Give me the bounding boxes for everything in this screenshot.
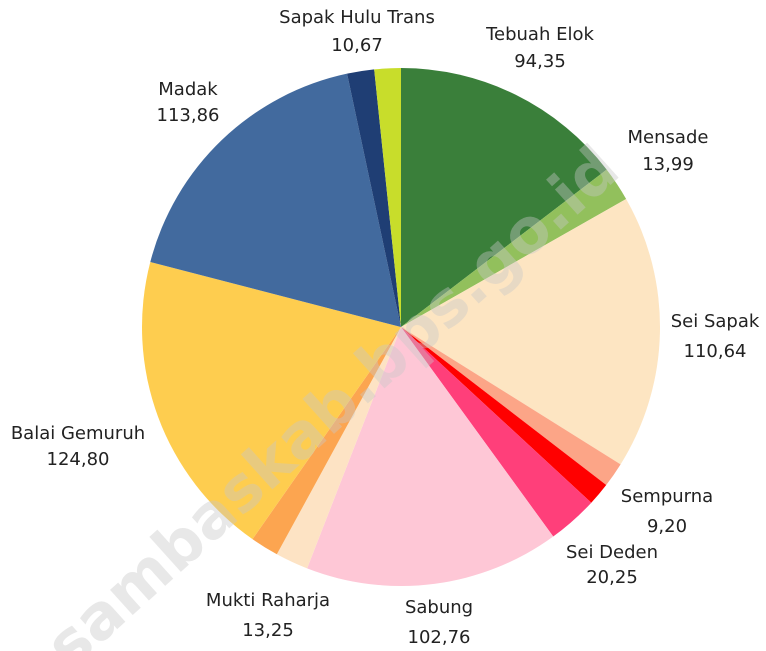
slice-label: Tebuah Elok xyxy=(485,24,594,45)
value-label: 94,35 xyxy=(514,51,566,72)
value-label: 124,80 xyxy=(47,449,110,470)
slice-label: Sei Deden xyxy=(566,542,658,563)
value-label: 10,67 xyxy=(331,35,383,56)
pie-slice xyxy=(401,68,607,327)
pie-slice xyxy=(150,73,401,327)
pie xyxy=(141,68,661,586)
slice-label: Balai Gemuruh xyxy=(11,423,145,444)
value-label: 13,25 xyxy=(242,620,294,641)
value-label: 20,25 xyxy=(586,567,638,588)
pie-slice xyxy=(141,261,401,540)
pie-slice xyxy=(374,68,401,327)
value-label: 113,86 xyxy=(157,105,220,126)
slice-label: Mukti Raharja xyxy=(206,590,330,611)
pie-slice xyxy=(401,327,621,485)
pie-slice xyxy=(347,69,401,327)
value-label: 102,76 xyxy=(408,627,471,648)
pie-slice xyxy=(252,327,401,555)
value-label: 9,20 xyxy=(647,516,687,537)
value-label: 110,64 xyxy=(684,341,747,362)
slice-label: Sei Sapak xyxy=(671,311,760,332)
pie-slice xyxy=(276,327,401,569)
slice-label: Sempurna xyxy=(621,486,713,507)
pie-slice xyxy=(401,169,627,327)
slice-label: Madak xyxy=(158,79,218,100)
value-label: 13,99 xyxy=(642,154,694,175)
slice-label: Sapak Hulu Trans xyxy=(279,7,435,28)
slice-label: Mensade xyxy=(628,127,709,148)
pie-slice xyxy=(307,327,554,586)
pie-slice xyxy=(401,327,592,537)
slice-label: Sabung xyxy=(405,597,473,618)
pie-slice xyxy=(401,327,607,503)
pie-slice xyxy=(401,198,661,465)
